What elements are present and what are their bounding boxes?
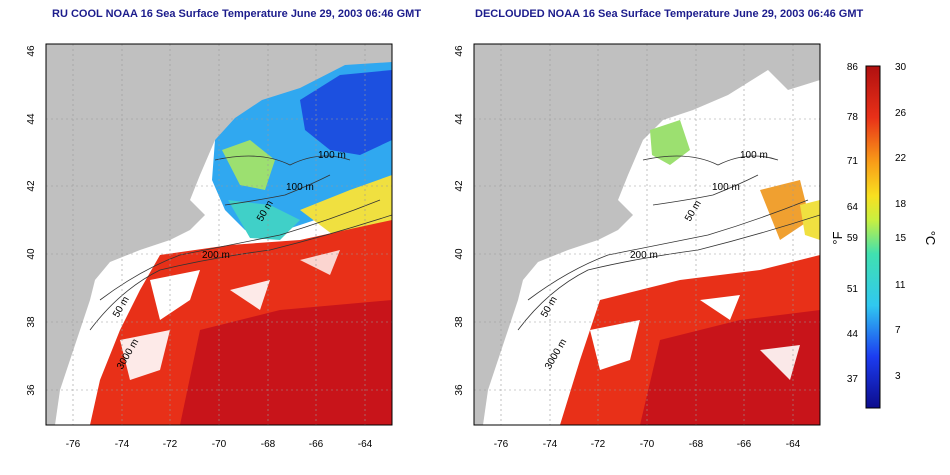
svg-text:-74: -74: [543, 439, 558, 450]
left-land: [46, 44, 392, 425]
svg-text:-66: -66: [309, 439, 324, 450]
right-map-frame: [473, 43, 821, 426]
fahrenheit-label: °F: [830, 231, 845, 244]
svg-text:86: 86: [847, 62, 859, 73]
svg-text:46: 46: [26, 45, 37, 57]
svg-text:-70: -70: [212, 439, 227, 450]
svg-text:-72: -72: [591, 439, 606, 450]
svg-text:59: 59: [847, 233, 859, 244]
svg-text:18: 18: [895, 199, 907, 210]
svg-text:26: 26: [895, 108, 907, 119]
svg-text:51: 51: [847, 284, 859, 295]
colorbar: 86 78 71 64 59 51 44 37 30 26 22 18 15 1…: [830, 62, 938, 409]
left-lon-axis: -76 -74 -72 -70 -68 -66 -64: [66, 439, 373, 450]
svg-text:-72: -72: [163, 439, 178, 450]
left-contour-label: 100 m: [286, 182, 314, 193]
left-map-frame: [45, 43, 393, 426]
svg-text:44: 44: [26, 113, 37, 125]
svg-text:40: 40: [26, 248, 37, 260]
right-contour-label: 200 m: [630, 250, 658, 261]
svg-text:11: 11: [895, 280, 906, 291]
svg-text:36: 36: [26, 384, 37, 396]
svg-text:-64: -64: [358, 439, 373, 450]
svg-text:71: 71: [847, 156, 859, 167]
svg-text:-76: -76: [494, 439, 509, 450]
svg-text:64: 64: [847, 202, 859, 213]
right-contour-label: 100 m: [712, 182, 740, 193]
svg-text:42: 42: [454, 180, 465, 192]
right-lon-axis: -76 -74 -72 -70 -68 -66 -64: [494, 439, 801, 450]
svg-text:42: 42: [26, 180, 37, 192]
svg-text:3: 3: [895, 371, 901, 382]
svg-text:7: 7: [895, 325, 901, 336]
right-land: [474, 44, 820, 425]
svg-text:-68: -68: [689, 439, 704, 450]
left-contour-label: 100 m: [318, 150, 346, 161]
left-lat-axis: 36 38 40 42 44 46: [26, 45, 37, 396]
svg-text:22: 22: [895, 153, 907, 164]
svg-text:44: 44: [454, 113, 465, 125]
svg-text:37: 37: [847, 374, 859, 385]
left-contour-label: 200 m: [202, 250, 230, 261]
right-map-title: DECLOUDED NOAA 16 Sea Surface Temperatur…: [475, 8, 864, 20]
right-contour-label: 100 m: [740, 150, 768, 161]
svg-text:30: 30: [895, 62, 907, 73]
celsius-label: °C: [923, 231, 938, 246]
left-map-title: RU COOL NOAA 16 Sea Surface Temperature …: [52, 8, 422, 20]
right-lat-axis: 36 38 40 42 44 46: [454, 45, 465, 396]
svg-text:-68: -68: [261, 439, 276, 450]
svg-text:78: 78: [847, 112, 859, 123]
right-map: 100 m 100 m 50 m 200 m 50 m 3000 m: [474, 44, 820, 425]
svg-text:44: 44: [847, 329, 859, 340]
svg-text:-70: -70: [640, 439, 655, 450]
colorbar-gradient: [865, 65, 881, 409]
svg-text:38: 38: [26, 316, 37, 328]
svg-text:40: 40: [454, 248, 465, 260]
left-map: 100 m 100 m 50 m 200 m 50 m 3000 m: [46, 44, 392, 425]
svg-text:15: 15: [895, 233, 907, 244]
svg-text:-64: -64: [786, 439, 801, 450]
svg-text:46: 46: [454, 45, 465, 57]
svg-text:-76: -76: [66, 439, 81, 450]
svg-text:38: 38: [454, 316, 465, 328]
svg-text:-66: -66: [737, 439, 752, 450]
svg-text:36: 36: [454, 384, 465, 396]
svg-text:-74: -74: [115, 439, 130, 450]
